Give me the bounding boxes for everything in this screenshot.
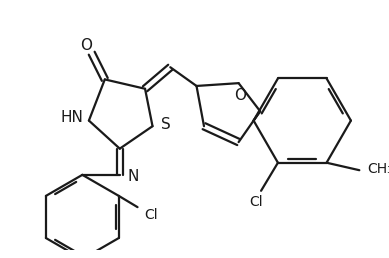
Text: N: N: [127, 169, 138, 184]
Text: O: O: [235, 88, 247, 103]
Text: CH₃: CH₃: [367, 162, 389, 176]
Text: HN: HN: [61, 110, 84, 125]
Text: S: S: [161, 117, 170, 132]
Text: Cl: Cl: [144, 208, 158, 222]
Text: Cl: Cl: [250, 195, 263, 209]
Text: O: O: [80, 38, 92, 53]
